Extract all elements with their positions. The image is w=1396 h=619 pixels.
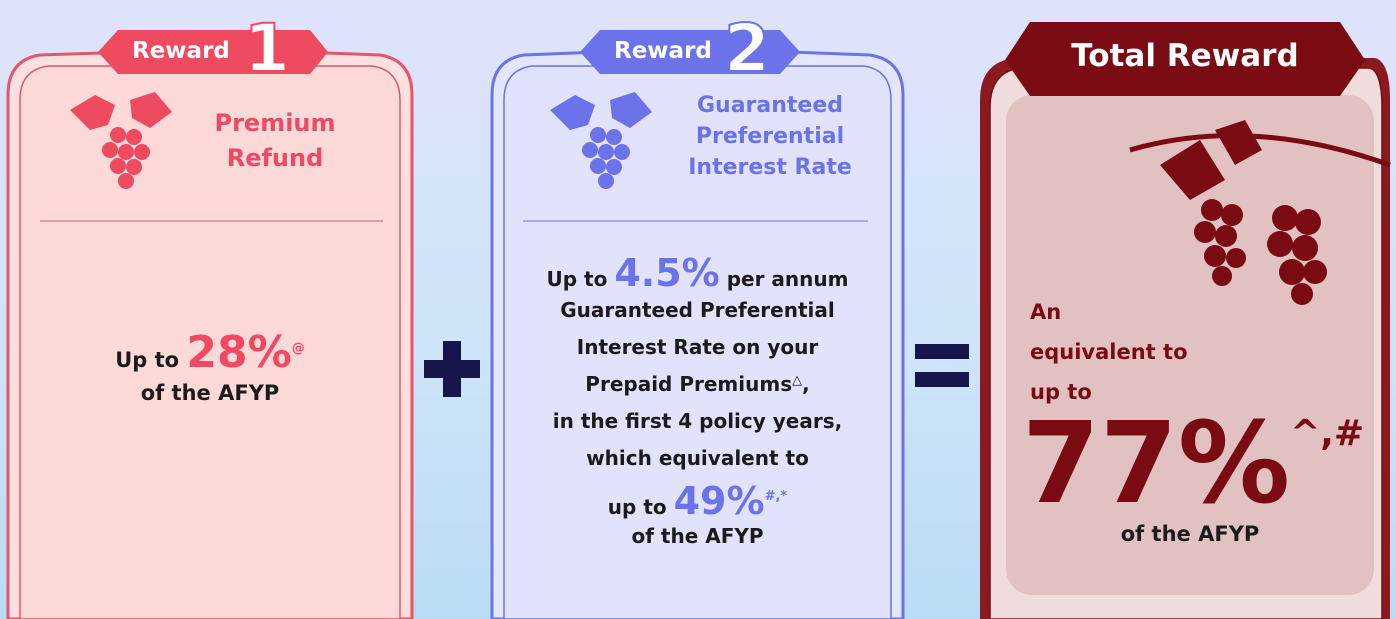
- footnote-mark: @: [292, 341, 305, 356]
- equals-sign: [915, 344, 969, 359]
- lead-line: equivalent to: [1030, 332, 1188, 372]
- footnote-mark: △: [792, 373, 802, 388]
- highlight: 49%: [674, 479, 765, 523]
- badge-label: Reward: [132, 38, 230, 64]
- lead-text: An equivalent to up to: [1030, 292, 1188, 412]
- body-line: Interest Rate on your: [504, 329, 891, 366]
- badge: Reward 1: [118, 30, 308, 74]
- title-line: Guaranteed: [660, 90, 880, 121]
- lead-line: An: [1030, 292, 1188, 332]
- body-line: of the AFYP: [504, 521, 891, 551]
- body-text: of the AFYP: [20, 381, 400, 405]
- highlight-value: 77%: [1022, 399, 1290, 529]
- title-line: Interest Rate: [660, 152, 880, 183]
- title-line: Preferential: [660, 121, 880, 152]
- body-text: Up to: [547, 267, 608, 291]
- body-line: Up to 28%@: [20, 325, 400, 381]
- highlight: 77%^,#: [1022, 408, 1364, 520]
- card-title: Premium Refund: [195, 106, 355, 176]
- highlight: 28%: [186, 327, 291, 378]
- card-title: Guaranteed Preferential Interest Rate: [660, 90, 880, 183]
- card-body: Up to 4.5% per annum Guaranteed Preferen…: [504, 255, 891, 551]
- body-line: Guaranteed Preferential: [504, 292, 891, 329]
- body-line: Up to 4.5% per annum: [504, 255, 891, 292]
- plus-sign: [443, 341, 461, 397]
- footnote-mark: #,*: [765, 489, 788, 504]
- body-text: Up to: [115, 348, 179, 372]
- body-line: Prepaid Premiums△,: [504, 366, 891, 403]
- title-line: Premium: [195, 106, 355, 141]
- title-line: Refund: [195, 141, 355, 176]
- body-line: which equivalent to: [504, 440, 891, 477]
- footnote-mark: ^,#: [1290, 413, 1364, 454]
- body-line: up to 49%#,*: [504, 477, 891, 521]
- body-text: up to: [608, 495, 667, 519]
- badge-number: 2: [724, 16, 770, 82]
- body-text: ,: [802, 372, 810, 396]
- badge-label: Reward: [614, 38, 712, 64]
- badge-number: 1: [244, 16, 290, 82]
- highlight: 4.5%: [614, 251, 719, 295]
- body-line: in the first 4 policy years,: [504, 403, 891, 440]
- page: Reward 1 Premium Refund Up to 28%@ of th…: [0, 0, 1396, 619]
- body-text: per annum: [727, 267, 849, 291]
- badge-label: Total Reward: [1005, 38, 1365, 74]
- card-body: Up to 28%@ of the AFYP: [20, 325, 400, 405]
- equals-sign: [915, 372, 969, 387]
- body-text: of the AFYP: [1006, 522, 1374, 546]
- badge: Reward 2: [600, 30, 780, 74]
- body-text: Prepaid Premiums: [585, 372, 792, 396]
